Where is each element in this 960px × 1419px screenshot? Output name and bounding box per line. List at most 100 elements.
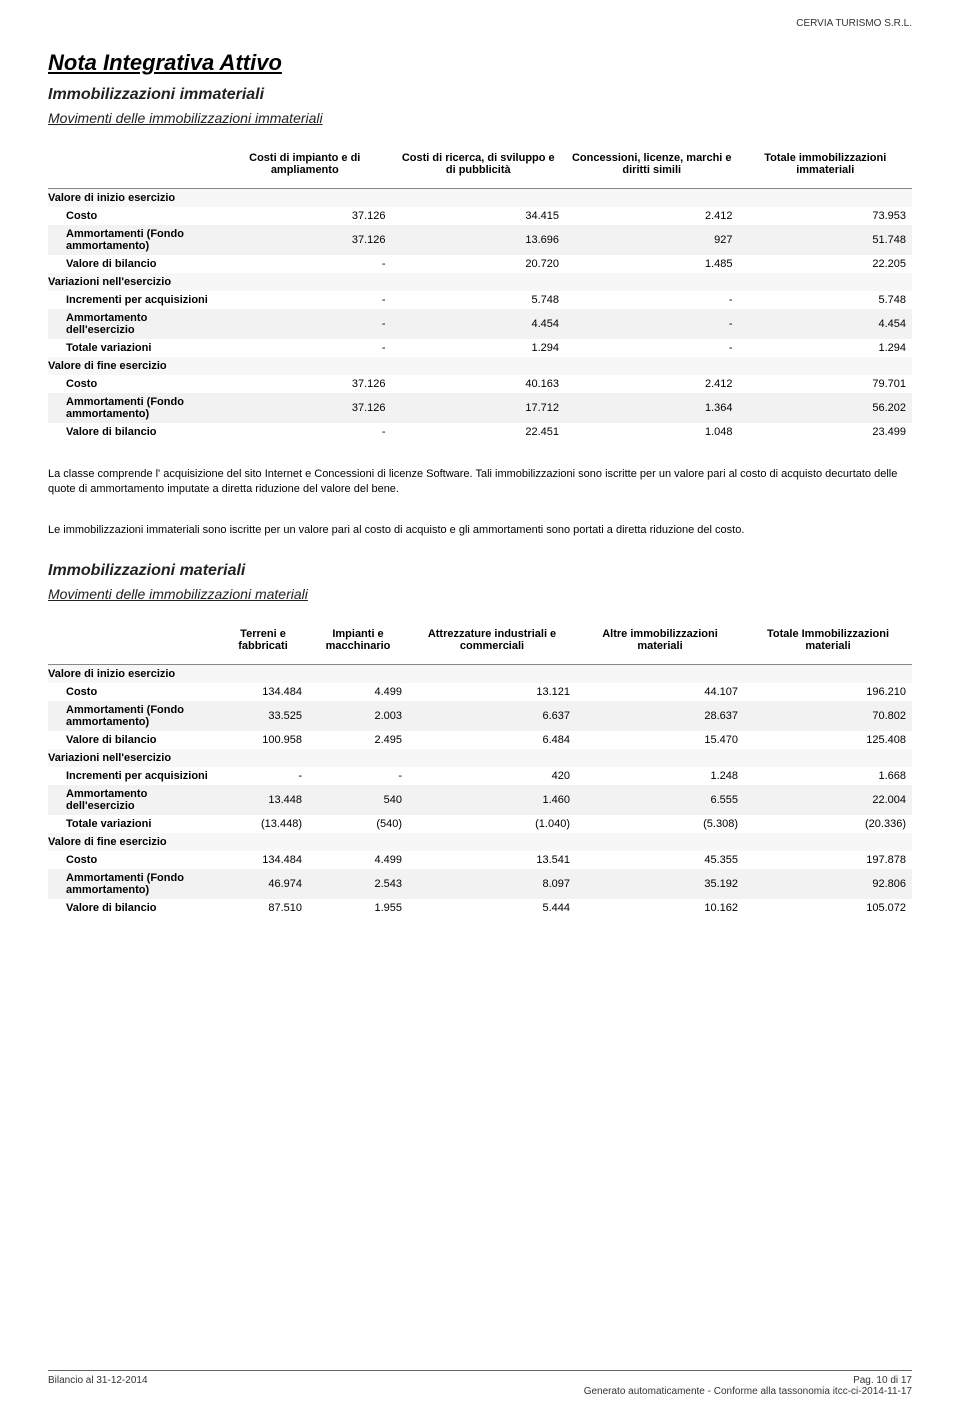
paragraph-2: Le immobilizzazioni immateriali sono isc… [48, 523, 912, 538]
cell: (540) [308, 815, 408, 833]
row-label: Valore di bilancio [48, 731, 218, 749]
cell: 37.126 [218, 225, 392, 255]
row-label: Costo [48, 851, 218, 869]
section2-heading: Immobilizzazioni materiali [48, 562, 912, 580]
row-label: Ammortamenti (Fondo ammortamento) [48, 701, 218, 731]
row-label: Costo [48, 375, 218, 393]
cell: (13.448) [218, 815, 308, 833]
cell: 927 [565, 225, 739, 255]
cell: 28.637 [576, 701, 744, 731]
row-label: Totale variazioni [48, 815, 218, 833]
cell: 540 [308, 785, 408, 815]
cell: 34.415 [392, 207, 566, 225]
cell: 13.121 [408, 683, 576, 701]
th-blank [48, 622, 218, 665]
cell: 100.958 [218, 731, 308, 749]
cell: 1.364 [565, 393, 739, 423]
th-col5: Totale Immobilizzazioni materiali [744, 622, 912, 665]
header-company: CERVIA TURISMO S.R.L. [796, 18, 912, 29]
cell: 51.748 [739, 225, 913, 255]
cell: 1.248 [576, 767, 744, 785]
row-label: Valore di bilancio [48, 423, 218, 441]
cell: 10.162 [576, 899, 744, 917]
cell: 35.192 [576, 869, 744, 899]
group-label: Valore di inizio esercizio [48, 189, 912, 208]
page-footer: Bilancio al 31-12-2014 Pag. 10 di 17 Gen… [48, 1370, 912, 1397]
row-label: Valore di bilancio [48, 255, 218, 273]
table-materiali: Terreni e fabbricati Impianti e macchina… [48, 622, 912, 917]
th-col1: Costi di impianto e di ampliamento [218, 146, 392, 189]
cell: 2.003 [308, 701, 408, 731]
cell: 22.451 [392, 423, 566, 441]
section2-subheading: Movimenti delle immobilizzazioni materia… [48, 586, 912, 602]
th-col4: Altre immobilizzazioni materiali [576, 622, 744, 665]
cell: - [218, 767, 308, 785]
row-label: Ammortamenti (Fondo ammortamento) [48, 393, 218, 423]
page-title: Nota Integrativa Attivo [48, 50, 912, 76]
cell: 13.448 [218, 785, 308, 815]
cell: 134.484 [218, 851, 308, 869]
cell: 125.408 [744, 731, 912, 749]
cell: 5.748 [739, 291, 913, 309]
cell: 79.701 [739, 375, 913, 393]
cell: 15.470 [576, 731, 744, 749]
cell: - [565, 309, 739, 339]
cell: 45.355 [576, 851, 744, 869]
cell: 20.720 [392, 255, 566, 273]
cell: 5.748 [392, 291, 566, 309]
cell: - [218, 339, 392, 357]
cell: 73.953 [739, 207, 913, 225]
cell: 13.696 [392, 225, 566, 255]
cell: 6.637 [408, 701, 576, 731]
row-label: Totale variazioni [48, 339, 218, 357]
cell: - [218, 291, 392, 309]
cell: 1.485 [565, 255, 739, 273]
cell: 2.412 [565, 207, 739, 225]
cell: 4.499 [308, 851, 408, 869]
cell: 6.555 [576, 785, 744, 815]
cell: (20.336) [744, 815, 912, 833]
row-label: Ammortamenti (Fondo ammortamento) [48, 225, 218, 255]
footer-page: Pag. 10 di 17 [584, 1375, 912, 1386]
row-label: Valore di bilancio [48, 899, 218, 917]
footer-left: Bilancio al 31-12-2014 [48, 1375, 148, 1397]
cell: 134.484 [218, 683, 308, 701]
section1-subheading: Movimenti delle immobilizzazioni immater… [48, 110, 912, 126]
cell: - [308, 767, 408, 785]
cell: 1.294 [392, 339, 566, 357]
cell: 105.072 [744, 899, 912, 917]
cell: 1.955 [308, 899, 408, 917]
group-label: Variazioni nell'esercizio [48, 273, 912, 291]
row-label: Incrementi per acquisizioni [48, 291, 218, 309]
th-col2: Impianti e macchinario [308, 622, 408, 665]
group-label: Valore di fine esercizio [48, 833, 912, 851]
cell: 92.806 [744, 869, 912, 899]
group-label: Variazioni nell'esercizio [48, 749, 912, 767]
cell: 87.510 [218, 899, 308, 917]
row-label: Costo [48, 207, 218, 225]
row-label: Ammortamenti (Fondo ammortamento) [48, 869, 218, 899]
cell: 23.499 [739, 423, 913, 441]
cell: 197.878 [744, 851, 912, 869]
cell: 46.974 [218, 869, 308, 899]
th-blank [48, 146, 218, 189]
cell: 37.126 [218, 207, 392, 225]
row-label: Ammortamento dell'esercizio [48, 785, 218, 815]
cell: 1.294 [739, 339, 913, 357]
cell: 17.712 [392, 393, 566, 423]
page: CERVIA TURISMO S.R.L. Nota Integrativa A… [0, 0, 960, 1419]
row-label: Ammortamento dell'esercizio [48, 309, 218, 339]
th-col2: Costi di ricerca, di sviluppo e di pubbl… [392, 146, 566, 189]
cell: 4.454 [392, 309, 566, 339]
cell: 2.412 [565, 375, 739, 393]
cell: 6.484 [408, 731, 576, 749]
group-label: Valore di inizio esercizio [48, 664, 912, 683]
row-label: Costo [48, 683, 218, 701]
group-label: Valore di fine esercizio [48, 357, 912, 375]
cell: - [218, 309, 392, 339]
cell: 22.004 [744, 785, 912, 815]
cell: 56.202 [739, 393, 913, 423]
cell: 22.205 [739, 255, 913, 273]
cell: 1.668 [744, 767, 912, 785]
cell: (5.308) [576, 815, 744, 833]
